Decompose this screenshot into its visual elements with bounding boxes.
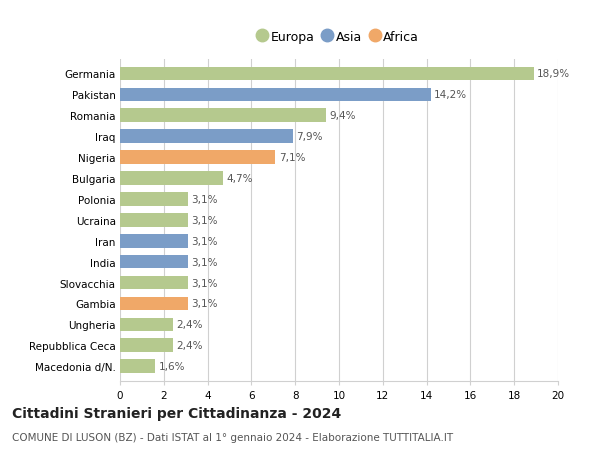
Text: 2,4%: 2,4%: [176, 341, 202, 351]
Bar: [120, 193, 188, 206]
Bar: [120, 255, 188, 269]
Bar: [120, 235, 188, 248]
Bar: [120, 213, 188, 227]
Bar: [120, 318, 173, 331]
Legend: Europa, Asia, Africa: Europa, Asia, Africa: [256, 28, 422, 48]
Text: 14,2%: 14,2%: [434, 90, 467, 100]
Bar: [120, 359, 155, 373]
Text: 3,1%: 3,1%: [191, 215, 218, 225]
Text: 3,1%: 3,1%: [191, 299, 218, 309]
Bar: [120, 67, 534, 81]
Text: 9,4%: 9,4%: [329, 111, 356, 121]
Text: 4,7%: 4,7%: [226, 174, 253, 184]
Bar: [120, 109, 326, 123]
Text: 3,1%: 3,1%: [191, 236, 218, 246]
Text: 2,4%: 2,4%: [176, 319, 202, 330]
Text: 7,9%: 7,9%: [296, 132, 323, 142]
Bar: [120, 297, 188, 311]
Bar: [120, 339, 173, 353]
Bar: [120, 130, 293, 144]
Text: Cittadini Stranieri per Cittadinanza - 2024: Cittadini Stranieri per Cittadinanza - 2…: [12, 406, 341, 420]
Bar: [120, 276, 188, 290]
Text: 7,1%: 7,1%: [279, 153, 305, 163]
Bar: [120, 151, 275, 164]
Text: COMUNE DI LUSON (BZ) - Dati ISTAT al 1° gennaio 2024 - Elaborazione TUTTITALIA.I: COMUNE DI LUSON (BZ) - Dati ISTAT al 1° …: [12, 432, 453, 442]
Bar: [120, 172, 223, 185]
Text: 1,6%: 1,6%: [158, 361, 185, 371]
Text: 3,1%: 3,1%: [191, 195, 218, 204]
Text: 18,9%: 18,9%: [537, 69, 571, 79]
Text: 3,1%: 3,1%: [191, 278, 218, 288]
Bar: [120, 88, 431, 102]
Text: 3,1%: 3,1%: [191, 257, 218, 267]
